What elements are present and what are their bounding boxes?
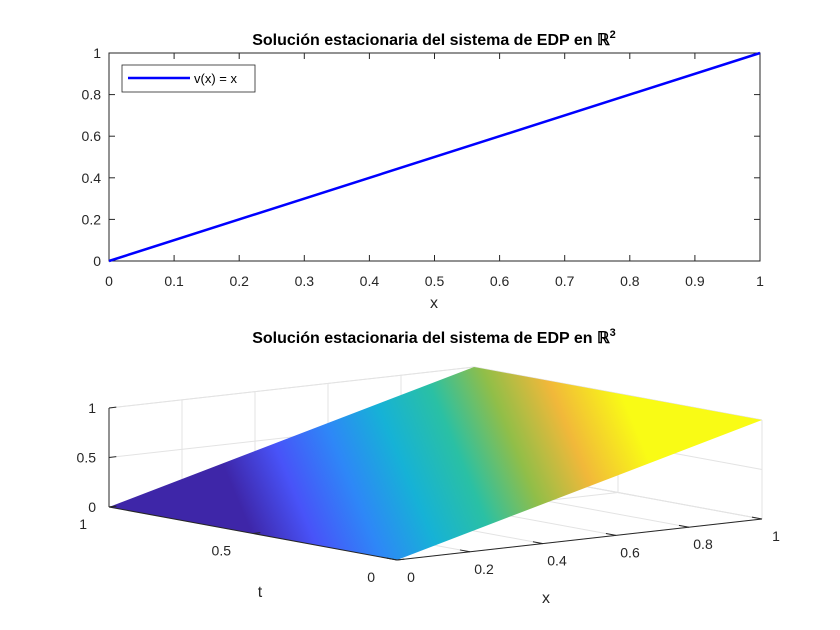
y-tick-label: 0.4 (82, 170, 102, 186)
x-tick-label: 0.8 (620, 273, 640, 289)
legend-label: v(x) = x (194, 71, 237, 86)
x-axis-tick (532, 541, 544, 545)
surface-chart-title: Solución estacionaria del sistema de EDP… (252, 327, 616, 347)
t-axis-tick (252, 532, 261, 534)
series-line (108, 51, 761, 263)
z-axis-tick-label: 1 (88, 400, 96, 416)
x-axis-tick-label: 0.8 (693, 536, 713, 552)
x-axis-tick-label: 0 (407, 569, 415, 585)
x-axis-tick-label: 0.6 (620, 544, 640, 560)
line-chart-title: Solución estacionaria del sistema de EDP… (252, 29, 616, 49)
x-axis-tick (459, 549, 471, 553)
line-chart-series (108, 51, 761, 263)
t-axis-tick-label: 0 (367, 569, 375, 585)
x-tick-label: 0 (105, 273, 113, 289)
y-tick-label: 1 (93, 45, 101, 61)
x-tick-label: 1 (756, 273, 764, 289)
x-axis-tick-label: 0.4 (547, 553, 567, 569)
x-tick-label: 0.2 (229, 273, 249, 289)
z-axis-tick (108, 505, 117, 508)
x-tick-label: 0.4 (360, 273, 380, 289)
surface-chart: Solución estacionaria del sistema de EDP… (77, 327, 781, 607)
line-chart: Solución estacionaria del sistema de EDP… (82, 29, 765, 312)
line-chart-x-label: x (430, 295, 438, 312)
x-tick-label: 0.9 (685, 273, 705, 289)
x-axis-tick (678, 524, 690, 528)
x-tick-label: 0.3 (295, 273, 315, 289)
x-tick-label: 0.6 (490, 273, 510, 289)
t-axis-tick (396, 558, 405, 561)
z-grid-back (108, 366, 475, 409)
z-axis-tick-label: 0 (88, 499, 96, 515)
x-axis-tick (605, 533, 617, 536)
x-tick-label: 0.1 (164, 273, 184, 289)
x-axis-tick-label: 0.2 (474, 561, 494, 577)
y-tick-label: 0 (93, 253, 101, 269)
line-chart-x-ticks: 0 0.1 0.2 0.3 0.4 0.5 0.6 0.7 0.8 0.9 1 (105, 53, 764, 289)
surface-chart-x-label: x (542, 590, 550, 607)
surface-chart-t-label: t (258, 584, 263, 601)
t-axis-tick-label: 1 (79, 516, 87, 532)
y-tick-label: 0.2 (82, 211, 102, 227)
x-tick-label: 0.7 (555, 273, 575, 289)
line-chart-legend: v(x) = x (121, 64, 256, 93)
z-axis-tick (108, 456, 117, 458)
y-tick-label: 0.6 (82, 128, 102, 144)
x-axis-line (396, 518, 763, 561)
z-axis-tick-label: 0.5 (77, 450, 97, 466)
x-tick-label: 0.5 (425, 273, 445, 289)
t-axis-tick-label: 0.5 (212, 543, 232, 559)
y-tick-label: 0.8 (82, 87, 102, 103)
z-axis-tick (108, 406, 117, 409)
x-axis-tick-label: 1 (772, 528, 780, 544)
surface-plane (109, 367, 762, 560)
x-axis-tick (751, 516, 763, 520)
